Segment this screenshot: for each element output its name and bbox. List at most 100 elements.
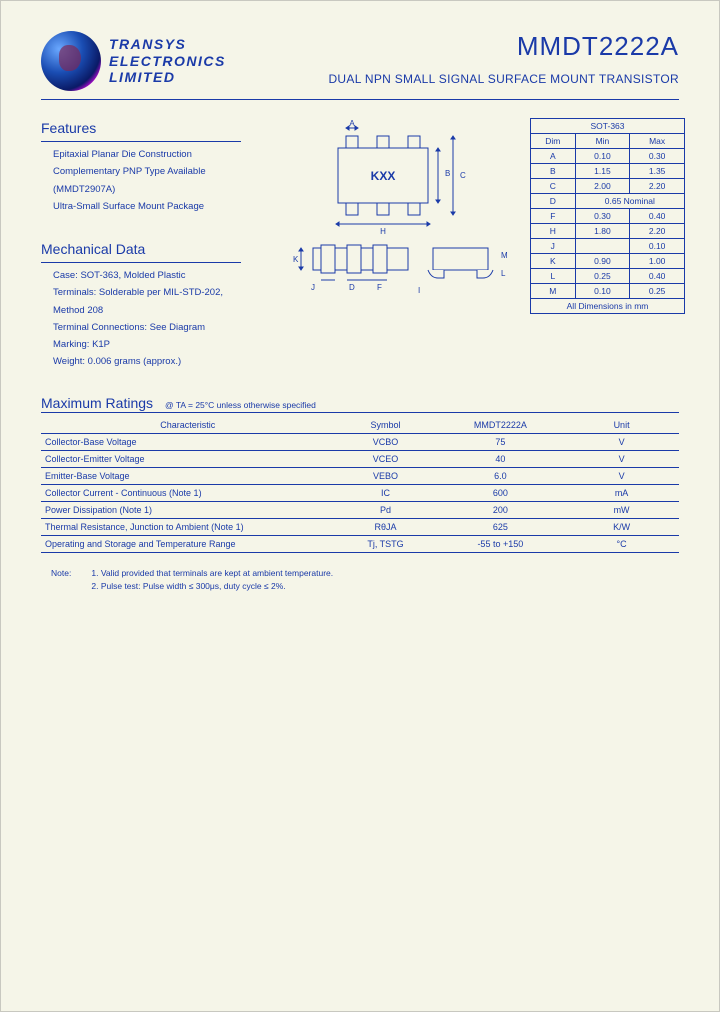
dim-col: Min (575, 134, 630, 149)
features-heading: Features (41, 118, 241, 142)
rat-cell: mW (564, 501, 679, 518)
dim-cell: 2.00 (575, 179, 630, 194)
dim-cell: M (531, 284, 576, 299)
dimension-table-block: SOT-363 Dim Min Max A0.100.30B1.151.35C2… (530, 118, 685, 314)
rat-cell: 600 (437, 484, 565, 501)
table-row: C2.002.20 (531, 179, 685, 194)
rat-cell: IC (334, 484, 436, 501)
feature-item: Ultra-Small Surface Mount Package (41, 200, 271, 214)
ratings-heading: Maximum Ratings (41, 395, 153, 411)
table-row: K0.901.00 (531, 254, 685, 269)
rat-cell: V (564, 467, 679, 484)
rat-col: MMDT2222A (437, 417, 565, 434)
rat-cell: Tj, TSTG (334, 535, 436, 552)
dim-cell: 0.10 (575, 284, 630, 299)
table-row: L0.250.40 (531, 269, 685, 284)
dim-cell: A (531, 149, 576, 164)
mech-item: Marking: K1P (41, 338, 271, 352)
svg-text:M: M (501, 251, 508, 260)
ratings-section: Maximum Ratings @ TA = 25°C unless other… (41, 395, 679, 553)
notes-label: Note: (51, 567, 89, 581)
svg-text:A: A (349, 119, 355, 128)
dim-cell: J (531, 239, 576, 254)
rat-col: Characteristic (41, 417, 334, 434)
rat-cell: Collector Current - Continuous (Note 1) (41, 484, 334, 501)
table-row: H1.802.20 (531, 224, 685, 239)
rat-cell: VCEO (334, 450, 436, 467)
dim-cell: 1.35 (630, 164, 685, 179)
table-row: F0.300.40 (531, 209, 685, 224)
svg-text:B: B (445, 169, 450, 178)
rat-cell: Thermal Resistance, Junction to Ambient … (41, 518, 334, 535)
table-row: Dim Min Max (531, 134, 685, 149)
rat-cell: 625 (437, 518, 565, 535)
svg-text:J: J (311, 283, 315, 292)
dim-cell: 0.40 (630, 269, 685, 284)
package-marking: KXX (371, 169, 396, 183)
mech-item: Case: SOT-363, Molded Plastic (41, 269, 271, 283)
package-diagram-icon: KXX A B C H K J D (283, 118, 518, 308)
table-row: Power Dissipation (Note 1)Pd200mW (41, 501, 679, 518)
part-subtitle: DUAL NPN SMALL SIGNAL SURFACE MOUNT TRAN… (328, 72, 679, 86)
rat-col: Symbol (334, 417, 436, 434)
ratings-table: Characteristic Symbol MMDT2222A Unit Col… (41, 417, 679, 553)
note-1: 1. Valid provided that terminals are kep… (91, 568, 333, 578)
rat-cell: -55 to +150 (437, 535, 565, 552)
mech-item: Terminal Connections: See Diagram (41, 321, 271, 335)
company-line-2: ELECTRONICS (109, 53, 226, 70)
table-row: B1.151.35 (531, 164, 685, 179)
mech-item: Weight: 0.006 grams (approx.) (41, 355, 271, 369)
dim-cell: C (531, 179, 576, 194)
mech-heading: Mechanical Data (41, 239, 241, 263)
dim-cell: D (531, 194, 576, 209)
table-row: Collector Current - Continuous (Note 1)I… (41, 484, 679, 501)
dim-cell: 1.15 (575, 164, 630, 179)
dim-cell: 1.80 (575, 224, 630, 239)
table-row: Collector-Base VoltageVCBO75V (41, 433, 679, 450)
rat-cell: 6.0 (437, 467, 565, 484)
rat-cell: Collector-Emitter Voltage (41, 450, 334, 467)
dim-cell: H (531, 224, 576, 239)
notes: Note: 1. Valid provided that terminals a… (41, 567, 679, 594)
svg-text:I: I (418, 286, 420, 295)
rat-cell: mA (564, 484, 679, 501)
note-2: 2. Pulse test: Pulse width ≤ 300μs, duty… (91, 581, 285, 591)
svg-text:K: K (293, 255, 299, 264)
table-row: Thermal Resistance, Junction to Ambient … (41, 518, 679, 535)
rat-cell: K/W (564, 518, 679, 535)
company-line-3: LIMITED (109, 69, 226, 86)
table-row: D0.65 Nominal (531, 194, 685, 209)
dim-title: SOT-363 (531, 119, 685, 134)
mech-item: Method 208 (41, 304, 271, 318)
dim-cell: 0.90 (575, 254, 630, 269)
dim-cell: 0.30 (630, 149, 685, 164)
dim-cell: 0.40 (630, 209, 685, 224)
rat-cell: Emitter-Base Voltage (41, 467, 334, 484)
table-row: A0.100.30 (531, 149, 685, 164)
title-block: MMDT2222A DUAL NPN SMALL SIGNAL SURFACE … (328, 31, 679, 86)
rat-cell: V (564, 450, 679, 467)
dim-cell: K (531, 254, 576, 269)
left-column: Features Epitaxial Planar Die Constructi… (41, 118, 271, 373)
svg-text:L: L (501, 269, 506, 278)
ratings-condition: @ TA = 25°C unless otherwise specified (165, 400, 316, 410)
rat-cell: RθJA (334, 518, 436, 535)
logo-block: TRANSYS ELECTRONICS LIMITED (41, 31, 226, 91)
feature-item: Epitaxial Planar Die Construction (41, 148, 271, 162)
dimension-table: SOT-363 Dim Min Max A0.100.30B1.151.35C2… (530, 118, 685, 314)
rat-cell: Operating and Storage and Temperature Ra… (41, 535, 334, 552)
dim-cell: F (531, 209, 576, 224)
package-drawing: KXX A B C H K J D (283, 118, 518, 308)
table-row: M0.100.25 (531, 284, 685, 299)
svg-text:F: F (377, 283, 382, 292)
ratings-header: Maximum Ratings @ TA = 25°C unless other… (41, 395, 679, 413)
rat-cell: Collector-Base Voltage (41, 433, 334, 450)
dim-cell: 2.20 (630, 224, 685, 239)
company-line-1: TRANSYS (109, 36, 226, 53)
dim-cell: L (531, 269, 576, 284)
rat-cell: 200 (437, 501, 565, 518)
rat-cell: °C (564, 535, 679, 552)
svg-text:D: D (349, 283, 355, 292)
rat-col: Unit (564, 417, 679, 434)
company-name: TRANSYS ELECTRONICS LIMITED (109, 36, 226, 86)
